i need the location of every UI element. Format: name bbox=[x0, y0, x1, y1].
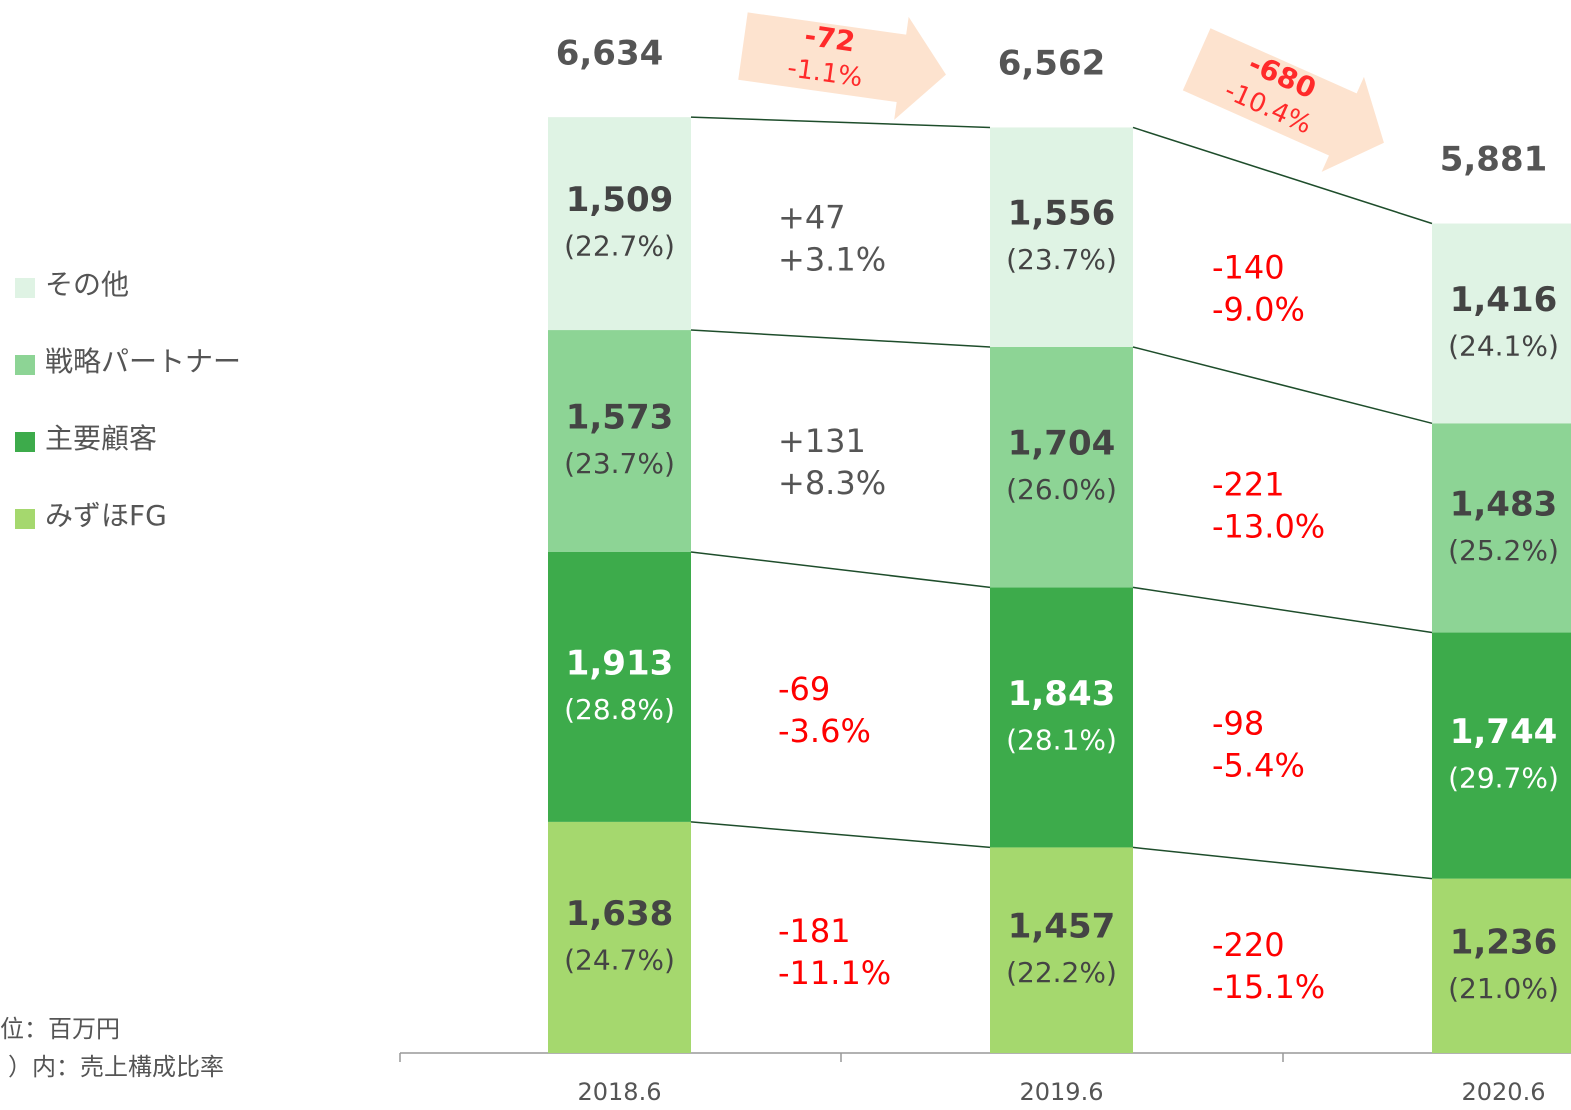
value-label: 1,573 bbox=[566, 398, 674, 438]
share-label: (21.0%) bbox=[1448, 972, 1559, 1005]
share-label: (29.7%) bbox=[1448, 762, 1559, 795]
arrow bbox=[1182, 28, 1384, 172]
bar-segment bbox=[1432, 423, 1571, 633]
bar-segment bbox=[1432, 223, 1571, 424]
change-label: -221 bbox=[1212, 466, 1285, 504]
arrow bbox=[738, 12, 946, 120]
note: ）内：売上構成比率 bbox=[8, 1053, 224, 1081]
connector bbox=[1132, 846, 1433, 880]
connector bbox=[690, 551, 991, 589]
legend-label: みずほFG bbox=[45, 499, 167, 532]
legend-swatch bbox=[15, 355, 35, 375]
x-tick-label: 2018.6 bbox=[578, 1078, 662, 1106]
change-label: +8.3% bbox=[778, 464, 886, 502]
value-label: 1,457 bbox=[1008, 907, 1116, 947]
change-label: -98 bbox=[1212, 704, 1264, 742]
connector bbox=[1132, 586, 1433, 634]
legend-label: その他 bbox=[45, 268, 129, 301]
connector bbox=[690, 329, 991, 348]
change-label: -140 bbox=[1212, 248, 1285, 286]
bar-segment bbox=[1432, 632, 1571, 879]
total-label: 6,562 bbox=[998, 44, 1106, 84]
total-label: 5,881 bbox=[1440, 140, 1548, 180]
bar-segment bbox=[990, 847, 1133, 1053]
share-label: (24.7%) bbox=[564, 943, 675, 976]
change-label: -3.6% bbox=[778, 712, 871, 750]
change-label: -181 bbox=[778, 912, 851, 950]
bar-segment bbox=[548, 551, 691, 822]
value-label: 1,638 bbox=[566, 894, 674, 934]
total-change-value: -72 bbox=[803, 19, 858, 59]
x-tick-label: 2019.6 bbox=[1020, 1078, 1104, 1106]
value-label: 1,556 bbox=[1008, 194, 1116, 234]
change-label: -15.1% bbox=[1212, 968, 1325, 1006]
change-label: -220 bbox=[1212, 926, 1285, 964]
share-label: (25.2%) bbox=[1448, 534, 1559, 567]
change-label: -5.4% bbox=[1212, 746, 1305, 784]
change-label: -9.0% bbox=[1212, 290, 1305, 328]
change-label: -69 bbox=[778, 670, 830, 708]
bar-segment bbox=[990, 587, 1133, 848]
value-label: 1,483 bbox=[1450, 484, 1558, 524]
change-label: +131 bbox=[778, 422, 866, 460]
connector bbox=[1132, 126, 1433, 225]
legend-swatch bbox=[15, 278, 35, 298]
bar-segment bbox=[990, 346, 1133, 588]
value-label: 1,509 bbox=[566, 180, 674, 220]
share-label: (26.0%) bbox=[1006, 473, 1117, 506]
value-label: 1,843 bbox=[1008, 674, 1116, 714]
share-label: (22.2%) bbox=[1006, 956, 1117, 989]
value-label: 1,416 bbox=[1450, 280, 1558, 320]
change-label: +3.1% bbox=[778, 240, 886, 278]
legend-swatch bbox=[15, 432, 35, 452]
share-label: (23.7%) bbox=[564, 447, 675, 480]
connector bbox=[690, 821, 991, 849]
share-label: (22.7%) bbox=[564, 230, 675, 263]
share-label: (23.7%) bbox=[1006, 243, 1117, 276]
change-label: -13.0% bbox=[1212, 508, 1325, 546]
legend-label: 主要顧客 bbox=[45, 422, 157, 455]
value-label: 1,744 bbox=[1450, 712, 1558, 752]
bar-segment bbox=[548, 330, 691, 552]
share-label: (24.1%) bbox=[1448, 329, 1559, 362]
bar-segment bbox=[1432, 878, 1571, 1053]
value-label: 1,704 bbox=[1008, 424, 1116, 464]
legend-label: 戦略パートナー bbox=[45, 345, 241, 378]
value-label: 1,236 bbox=[1450, 922, 1558, 962]
bar-segment bbox=[990, 127, 1133, 347]
connector bbox=[1132, 346, 1433, 425]
total-change: -72-1.1% bbox=[738, 12, 946, 120]
total-label: 6,634 bbox=[556, 34, 664, 74]
x-tick-label: 2020.6 bbox=[1462, 1078, 1546, 1106]
bar-segment bbox=[548, 821, 691, 1053]
legend-swatch bbox=[15, 509, 35, 529]
value-label: 1,913 bbox=[566, 643, 674, 683]
connector bbox=[690, 116, 991, 129]
bar-segment bbox=[548, 117, 691, 331]
share-label: (28.1%) bbox=[1006, 723, 1117, 756]
change-label: -11.1% bbox=[778, 954, 891, 992]
change-label: +47 bbox=[778, 198, 846, 236]
note: 位：百万円 bbox=[0, 1015, 120, 1043]
share-label: (28.8%) bbox=[564, 693, 675, 726]
total-change: -680-10.4% bbox=[1182, 28, 1384, 172]
